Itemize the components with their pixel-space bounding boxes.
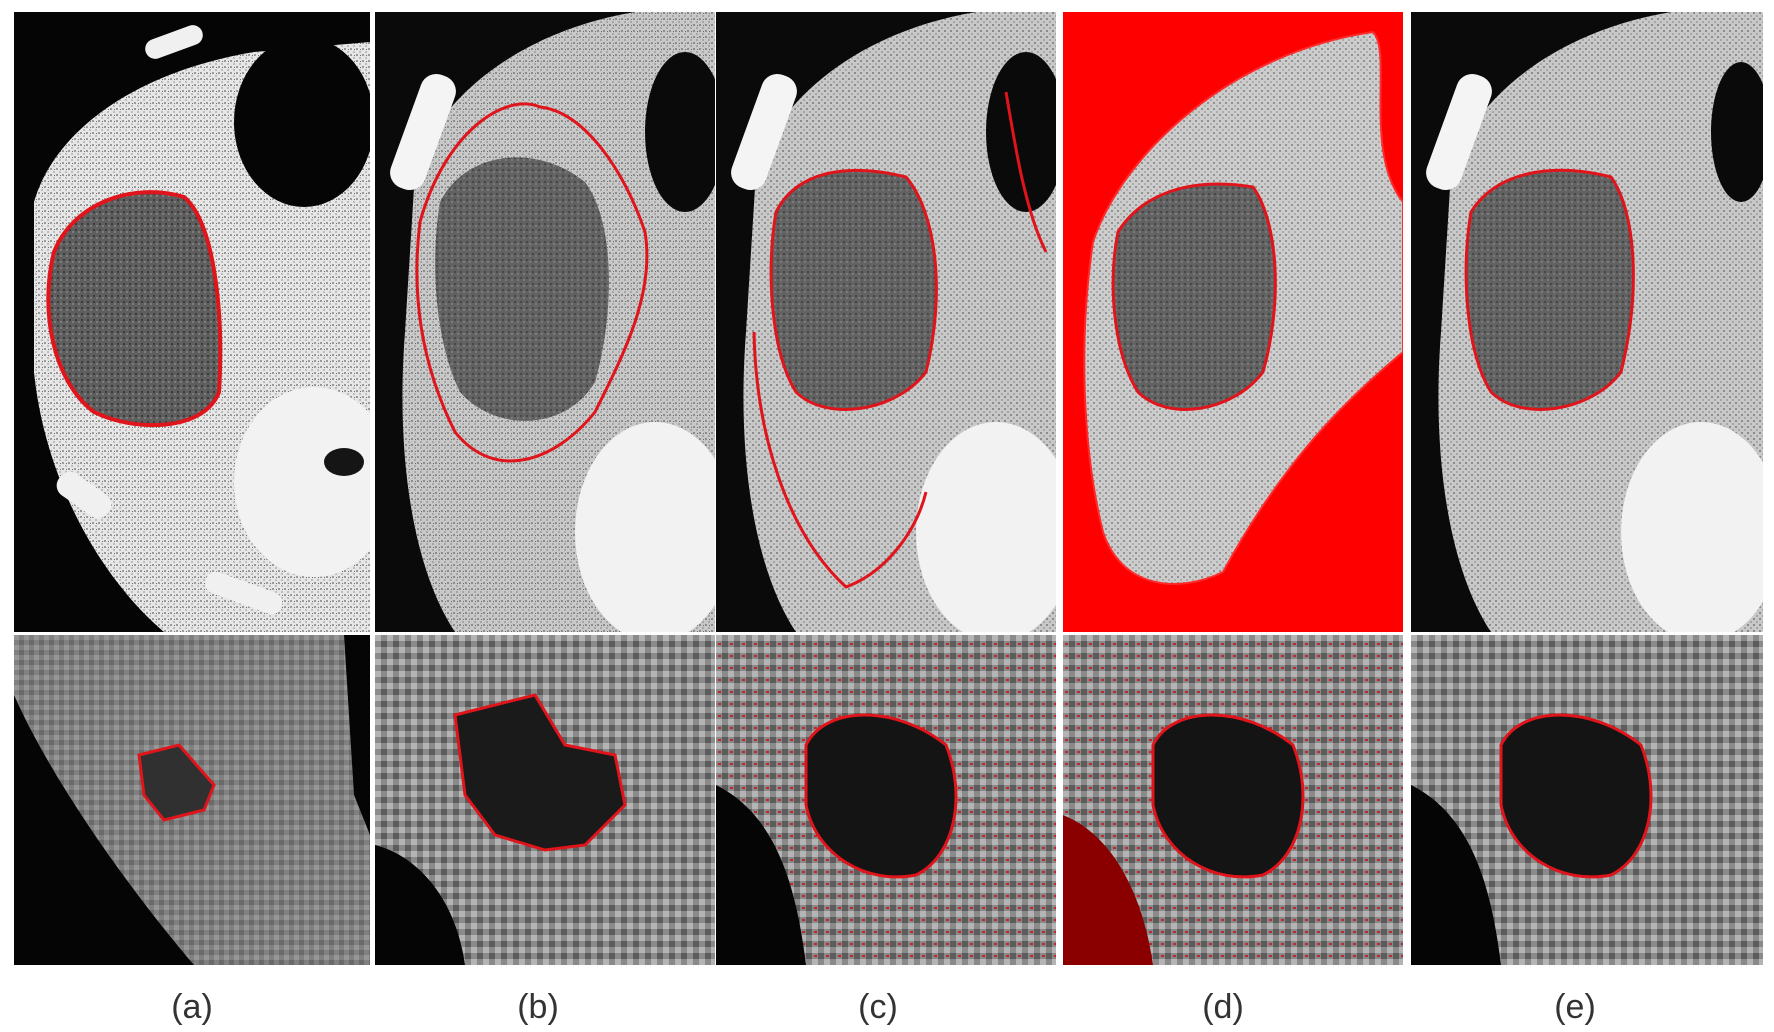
- panel-c-top: [716, 12, 1056, 632]
- panel-d-bottom: [1063, 635, 1403, 965]
- panel-e-bottom: [1411, 635, 1763, 965]
- ct-zoom-d: [1063, 635, 1403, 965]
- panel-c-bottom: [716, 635, 1056, 965]
- caption-d: (d): [1202, 988, 1244, 1026]
- ct-image-e-top: [1411, 12, 1763, 632]
- caption-b: (b): [517, 988, 559, 1026]
- ct-image-d-top: [1063, 12, 1403, 632]
- caption-a: (a): [171, 988, 213, 1026]
- column-d: [1063, 12, 1403, 965]
- panel-a-top: [14, 12, 370, 632]
- panel-d-top: [1063, 12, 1403, 632]
- panel-b-bottom: [375, 635, 715, 965]
- ct-image-b-top: [375, 12, 715, 632]
- column-e: [1411, 12, 1763, 965]
- ct-zoom-a: [14, 635, 370, 965]
- ct-image-a-top: [14, 12, 370, 632]
- ct-zoom-c: [716, 635, 1056, 965]
- caption-e: (e): [1554, 988, 1596, 1026]
- caption-c: (c): [858, 988, 898, 1026]
- ct-zoom-b: [375, 635, 715, 965]
- column-a: [14, 12, 370, 965]
- panel-e-top: [1411, 12, 1763, 632]
- column-c: [716, 12, 1056, 965]
- ct-zoom-e: [1411, 635, 1763, 965]
- ct-image-c-top: [716, 12, 1056, 632]
- panel-a-bottom: [14, 635, 370, 965]
- column-b: [375, 12, 715, 965]
- panel-b-top: [375, 12, 715, 632]
